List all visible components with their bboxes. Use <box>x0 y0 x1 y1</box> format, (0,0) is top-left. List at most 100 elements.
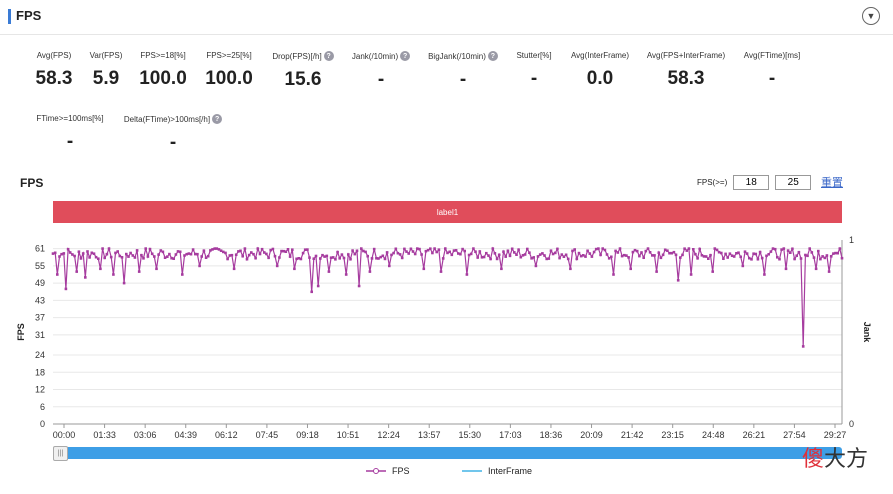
help-icon[interactable]: ? <box>400 51 411 61</box>
fps-point <box>166 255 169 258</box>
fps-point <box>704 255 708 258</box>
fps-point <box>758 250 762 254</box>
fps-point <box>586 249 589 253</box>
fps-point <box>64 287 68 291</box>
fps-point <box>142 257 145 260</box>
time-range-slider[interactable]: ||| <box>53 446 842 461</box>
fps-point <box>810 251 814 254</box>
slider-handle[interactable]: ||| <box>53 446 68 461</box>
help-icon[interactable]: ? <box>323 51 334 61</box>
metric-value: 100.0 <box>205 68 253 89</box>
x-tick-label: 23:15 <box>661 430 684 440</box>
metric-label: FTime>=100ms[%] <box>10 114 130 123</box>
fps-point <box>243 247 247 250</box>
metric-label: Avg(FPS+InterFrame) <box>626 51 746 60</box>
fps-point <box>215 247 219 250</box>
fps-point <box>400 256 404 260</box>
label-band[interactable]: label1 <box>53 201 842 223</box>
metric-value: 58.3 <box>667 68 705 89</box>
fps-point <box>732 255 736 258</box>
fps-point <box>795 254 798 257</box>
fps-threshold-input-2[interactable] <box>775 175 812 190</box>
fps-point <box>681 253 684 257</box>
fps-point <box>840 256 844 260</box>
fps-point <box>439 270 443 273</box>
fps-point <box>692 248 695 251</box>
fps-point <box>594 247 598 251</box>
fps-point <box>379 255 382 259</box>
y2-tick-label: 1 <box>849 235 854 245</box>
fps-series <box>51 246 844 348</box>
fps-point <box>707 257 710 260</box>
fps-point <box>782 247 786 250</box>
metric-label-text: BigJank(/10min) <box>428 51 486 61</box>
fps-point <box>588 252 592 255</box>
fps-point <box>653 254 656 257</box>
fps-point <box>344 273 348 276</box>
fps-point <box>582 254 585 257</box>
fps-point <box>513 251 516 254</box>
legend-fps-label: FPS <box>392 466 410 476</box>
x-tick-label: 29:27 <box>824 430 847 440</box>
fps-point <box>474 250 477 253</box>
fps-point <box>189 252 193 256</box>
fps-point <box>390 253 393 257</box>
fps-point <box>502 250 505 253</box>
fps-point <box>735 252 738 255</box>
fps-point <box>73 254 76 258</box>
fps-point <box>269 248 272 252</box>
fps-point <box>245 257 249 261</box>
metric-label-text: Stutter[%] <box>516 51 552 60</box>
fps-point <box>784 267 788 271</box>
fps-point <box>748 256 751 260</box>
fps-point <box>312 257 316 260</box>
fps-point <box>75 270 78 273</box>
fps-point <box>799 257 803 260</box>
fps-point <box>441 257 445 260</box>
fps-point <box>571 249 574 253</box>
fps-point <box>584 255 587 258</box>
metric-r1-1: Var(FPS) 5.9 <box>46 51 166 90</box>
fps-point <box>204 256 208 259</box>
fps-point <box>260 247 264 251</box>
fps-point <box>536 255 540 258</box>
fps-point <box>730 254 734 257</box>
fps-point <box>310 290 313 294</box>
fps-line-chart[interactable]: 0 6 12 18 24 31 37 43 49 55 61 0 1 FPS Jank 00:00 01:33 0… <box>0 230 893 445</box>
fps-point <box>754 252 758 256</box>
fps-point <box>278 256 281 259</box>
fps-point <box>366 254 369 258</box>
fps-point <box>821 255 824 258</box>
metric-value: 58.3 <box>35 68 73 89</box>
x-tick-label: 20:09 <box>580 430 603 440</box>
fps-threshold-input-1[interactable] <box>733 175 770 190</box>
fps-point <box>610 255 613 259</box>
fps-point <box>347 253 350 256</box>
fps-point <box>631 250 635 254</box>
metric-value: 15.6 <box>284 69 322 90</box>
fps-point <box>577 251 581 255</box>
fps-point <box>500 267 503 271</box>
fps-point <box>79 257 83 260</box>
fps-point <box>101 247 104 250</box>
fps-point <box>661 253 665 257</box>
fps-point <box>314 254 318 258</box>
fps-point <box>763 273 766 276</box>
reset-button[interactable]: 重置 <box>821 177 843 189</box>
metric-label-text: FPS>=25[%] <box>206 51 252 60</box>
fps-point <box>635 249 639 253</box>
y-tick-label: 61 <box>35 244 45 254</box>
fps-point <box>159 249 163 252</box>
fps-point <box>407 252 410 255</box>
fps-point <box>812 256 816 259</box>
fps-point <box>437 248 441 251</box>
fps-point <box>543 254 546 257</box>
help-icon[interactable]: ? <box>212 114 223 124</box>
fps-point <box>150 252 154 256</box>
collapse-toggle-icon[interactable]: ▼ <box>862 7 880 25</box>
fps-point <box>603 248 607 252</box>
fps-point <box>163 256 167 259</box>
help-icon[interactable]: ? <box>487 51 498 61</box>
legend-fps[interactable]: FPS <box>366 466 410 476</box>
legend-interframe[interactable]: InterFrame <box>462 466 532 476</box>
